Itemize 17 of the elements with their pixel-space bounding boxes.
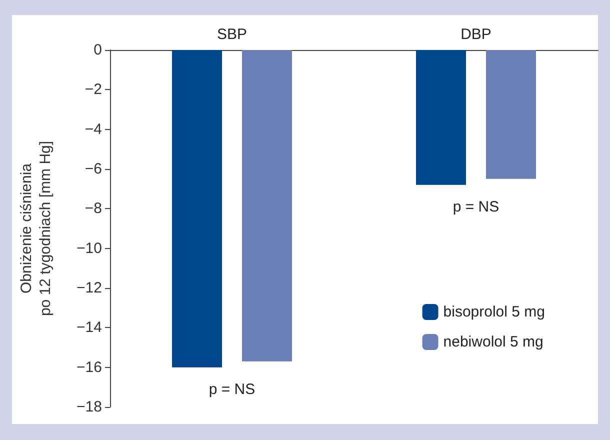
y-axis-title: Obniżenie ciśnienia po 12 tygodniach [mm Hg] xyxy=(18,140,54,316)
y-tick-label: −8 xyxy=(84,200,102,218)
x-tick-label: SBP xyxy=(216,26,248,43)
y-tick-label: −12 xyxy=(76,280,102,296)
x-tick-label: DBP xyxy=(460,26,492,43)
y-tick-label: −10 xyxy=(76,240,102,257)
annotation: p = NS xyxy=(208,380,256,398)
y-tick-label: −18 xyxy=(76,398,102,416)
y-tick-label: −14 xyxy=(76,319,102,336)
y-tick-label: −6 xyxy=(84,160,102,178)
legend-label: bisoprolol 5 mg xyxy=(443,304,545,320)
annotation: p = NS xyxy=(452,198,500,216)
y-tick-label: −2 xyxy=(84,81,102,98)
y-tick-label: 0 xyxy=(94,42,102,58)
y-tick-label: −4 xyxy=(84,120,102,138)
legend-label: nebiwolol 5 mg xyxy=(443,334,544,350)
y-tick-label: −16 xyxy=(76,358,102,376)
